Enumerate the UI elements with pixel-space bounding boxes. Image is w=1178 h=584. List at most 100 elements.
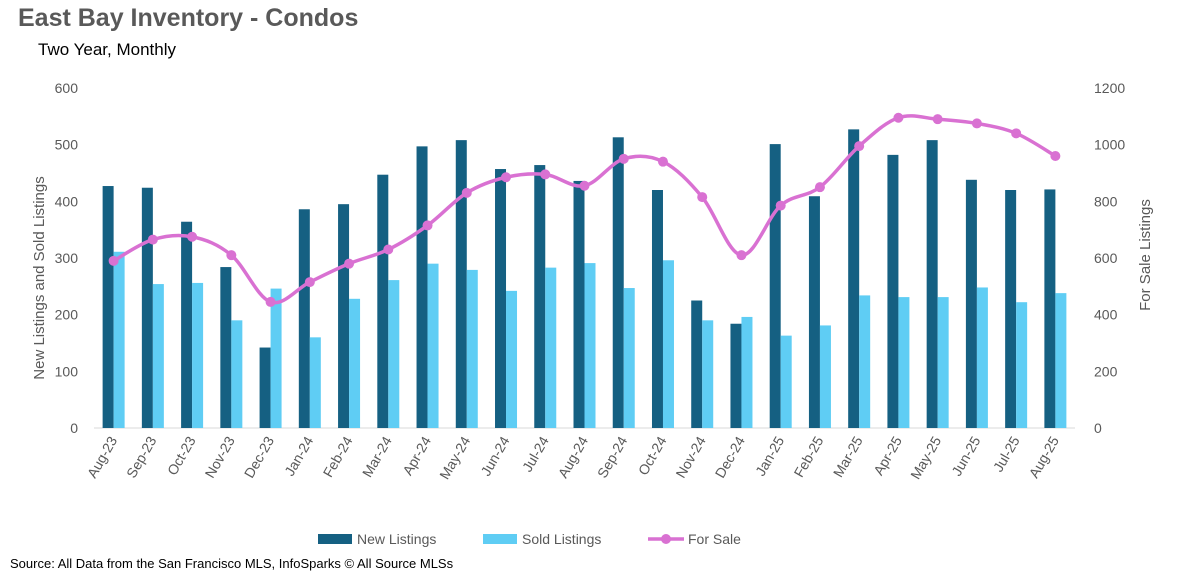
- legend: New Listings Sold Listings For Sale: [318, 531, 741, 547]
- for-sale-point: [147, 234, 158, 245]
- for-sale-point: [422, 220, 433, 231]
- sold-listings-bar: [662, 260, 674, 428]
- x-tick-label: Jun-24: [477, 433, 512, 478]
- right-tick-label: 200: [1094, 363, 1118, 379]
- chart-title: East Bay Inventory - Condos: [18, 4, 359, 32]
- for-sale-point: [579, 180, 590, 191]
- new-listings-bar: [926, 140, 938, 428]
- x-tick-label: Sep-24: [594, 433, 631, 480]
- right-tick-label: 400: [1094, 307, 1118, 323]
- sold-listings-bar: [506, 290, 518, 428]
- for-sale-point: [971, 118, 982, 129]
- left-axis-title: New Listings and Sold Listings: [31, 176, 48, 379]
- left-tick-label: 200: [55, 307, 79, 323]
- right-tick-label: 800: [1094, 193, 1118, 209]
- new-listings-bar: [848, 129, 860, 428]
- sold-listings-bar: [152, 284, 164, 428]
- sold-listings-bar: [1055, 293, 1067, 428]
- new-listings-bar: [1005, 190, 1017, 428]
- sold-listings-bar: [702, 320, 714, 428]
- x-tick-label: Jan-25: [752, 433, 787, 478]
- for-sale-point: [344, 258, 355, 269]
- x-tick-label: May-24: [436, 433, 473, 482]
- x-tick-label: Oct-24: [635, 433, 670, 478]
- sold-listings-bar: [349, 298, 361, 428]
- right-axis: 0 200 400 600 800 1000 1200: [1094, 80, 1125, 436]
- new-listings-bar: [377, 174, 389, 428]
- left-tick-label: 300: [55, 250, 79, 266]
- new-listings-bar: [651, 190, 663, 428]
- x-tick-label: Apr-24: [399, 433, 434, 478]
- right-tick-label: 0: [1094, 420, 1102, 436]
- x-tick-label: Sep-23: [123, 433, 160, 480]
- new-listings-bar: [141, 187, 153, 428]
- left-tick-label: 100: [55, 363, 79, 379]
- new-listings-bar: [730, 323, 742, 428]
- for-sale-point: [932, 114, 943, 125]
- for-sale-point: [1011, 128, 1022, 139]
- for-sale-point: [618, 153, 629, 164]
- new-listings-bar: [808, 196, 820, 428]
- sold-listings-bar: [309, 337, 321, 428]
- for-sale-point: [226, 250, 237, 261]
- new-listings-bar: [965, 179, 977, 428]
- x-tick-label: Aug-23: [84, 433, 121, 480]
- x-tick-label: May-25: [907, 433, 944, 482]
- for-sale-point: [108, 255, 119, 266]
- legend-label-sold-listings: Sold Listings: [522, 531, 601, 547]
- legend-swatch-new-listings: [318, 534, 352, 544]
- legend-label-for-sale: For Sale: [688, 531, 741, 547]
- for-sale-line-group: [108, 112, 1061, 307]
- x-tick-label: Oct-23: [164, 433, 199, 478]
- new-listings-bar: [259, 347, 271, 428]
- x-tick-label: Dec-23: [241, 433, 278, 480]
- x-tick-label: Jul-24: [519, 433, 552, 474]
- new-listings-bar: [298, 209, 310, 428]
- for-sale-point: [265, 296, 276, 307]
- new-listings-bar: [102, 186, 114, 428]
- sold-listings-bar: [976, 287, 988, 428]
- left-tick-label: 500: [55, 137, 79, 153]
- right-tick-label: 1000: [1094, 137, 1125, 153]
- sold-listings-bar: [819, 325, 831, 428]
- left-tick-label: 0: [70, 420, 78, 436]
- x-tick-label: Aug-25: [1026, 433, 1063, 480]
- sold-listings-bar: [545, 267, 557, 428]
- for-sale-point: [187, 231, 198, 242]
- new-listings-bar: [495, 169, 507, 429]
- for-sale-point: [304, 277, 315, 288]
- sold-listings-bar: [898, 297, 910, 428]
- for-sale-point: [1050, 151, 1061, 161]
- new-listings-bar: [455, 140, 467, 428]
- sold-listings-bar: [427, 263, 439, 428]
- new-listings-bar: [691, 300, 703, 428]
- x-tick-label: Feb-24: [320, 433, 356, 480]
- sold-listings-bar: [192, 282, 204, 428]
- left-tick-label: 400: [55, 193, 79, 209]
- sold-listings-bar: [937, 297, 949, 428]
- new-listings-bar: [612, 137, 624, 429]
- sold-listings-bar: [584, 263, 596, 428]
- for-sale-point: [657, 156, 668, 167]
- sold-listings-bar: [270, 288, 282, 428]
- right-tick-label: 600: [1094, 250, 1118, 266]
- sold-listings-bar: [388, 280, 400, 428]
- bars-group: [102, 129, 1067, 429]
- sold-listings-bar: [859, 295, 871, 428]
- for-sale-point: [775, 200, 786, 211]
- new-listings-bar: [887, 154, 899, 428]
- legend-label-new-listings: New Listings: [357, 531, 436, 547]
- x-tick-label: Jan-24: [281, 433, 316, 478]
- x-tick-label: Dec-24: [712, 433, 749, 480]
- left-axis: 0 100 200 300 400 500 600: [55, 80, 79, 436]
- right-axis-title: For Sale Listings: [1137, 199, 1154, 311]
- sold-listings-bar: [113, 251, 125, 428]
- x-tick-label: Mar-24: [359, 433, 395, 480]
- new-listings-bar: [573, 180, 585, 428]
- sold-listings-bar: [741, 316, 753, 428]
- x-tick-label: Nov-23: [202, 433, 239, 480]
- for-sale-point: [854, 141, 865, 152]
- for-sale-point: [501, 172, 512, 183]
- sold-listings-bar: [231, 320, 243, 428]
- for-sale-point: [814, 182, 825, 193]
